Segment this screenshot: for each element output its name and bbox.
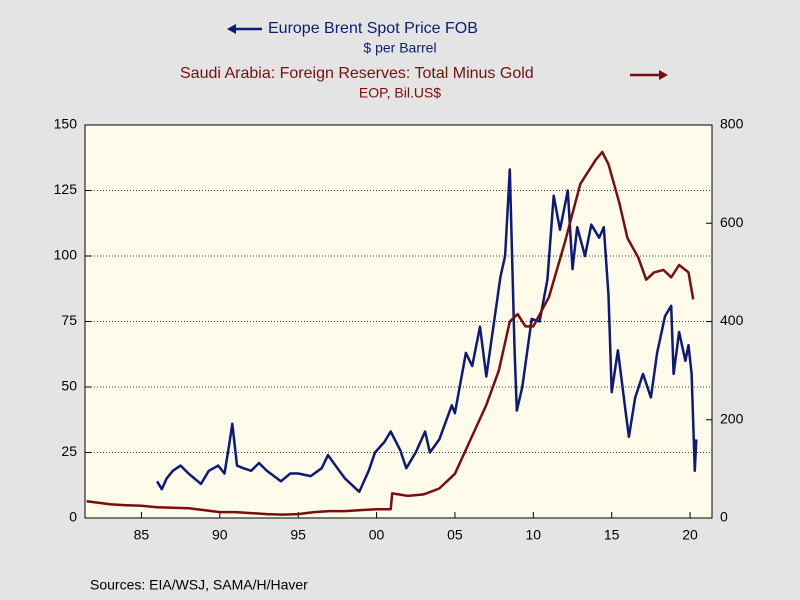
- x-tick-label: 00: [369, 527, 385, 543]
- x-tick-label: 85: [134, 527, 150, 543]
- y-tick-label: 50: [61, 378, 77, 394]
- y-tick-label: 75: [61, 312, 77, 328]
- x-tick-label: 10: [526, 527, 542, 543]
- y2-tick-label: 800: [720, 116, 744, 132]
- y-tick-label: 0: [69, 509, 77, 525]
- x-tick-label: 90: [212, 527, 228, 543]
- series-line: [86, 150, 695, 516]
- y2-tick-label: 600: [720, 214, 744, 230]
- y2-tick-label: 0: [720, 509, 728, 525]
- legend-arrowhead: [227, 24, 236, 34]
- legend-arrowhead: [659, 70, 668, 80]
- y2-tick-label: 400: [720, 312, 744, 328]
- y-tick-label: 100: [54, 247, 78, 263]
- legend-label: Saudi Arabia: Foreign Reserves: Total Mi…: [180, 65, 534, 82]
- x-tick-label: 20: [682, 527, 698, 543]
- plot-area: [84, 124, 713, 519]
- legend-unit: EOP, Bil.US$: [359, 85, 441, 101]
- y-tick-label: 25: [61, 443, 77, 459]
- x-tick-label: 95: [290, 527, 306, 543]
- legend-unit: $ per Barrel: [363, 40, 436, 56]
- x-tick-label: 15: [604, 527, 620, 543]
- source-note: Sources: EIA/WSJ, SAMA/H/Haver: [90, 577, 308, 593]
- x-tick-label: 05: [447, 527, 463, 543]
- legend-label: Europe Brent Spot Price FOB: [268, 20, 478, 37]
- y2-tick-label: 200: [720, 410, 744, 426]
- y-tick-label: 125: [54, 181, 78, 197]
- series-line: [156, 168, 698, 494]
- y-tick-label: 150: [54, 116, 78, 132]
